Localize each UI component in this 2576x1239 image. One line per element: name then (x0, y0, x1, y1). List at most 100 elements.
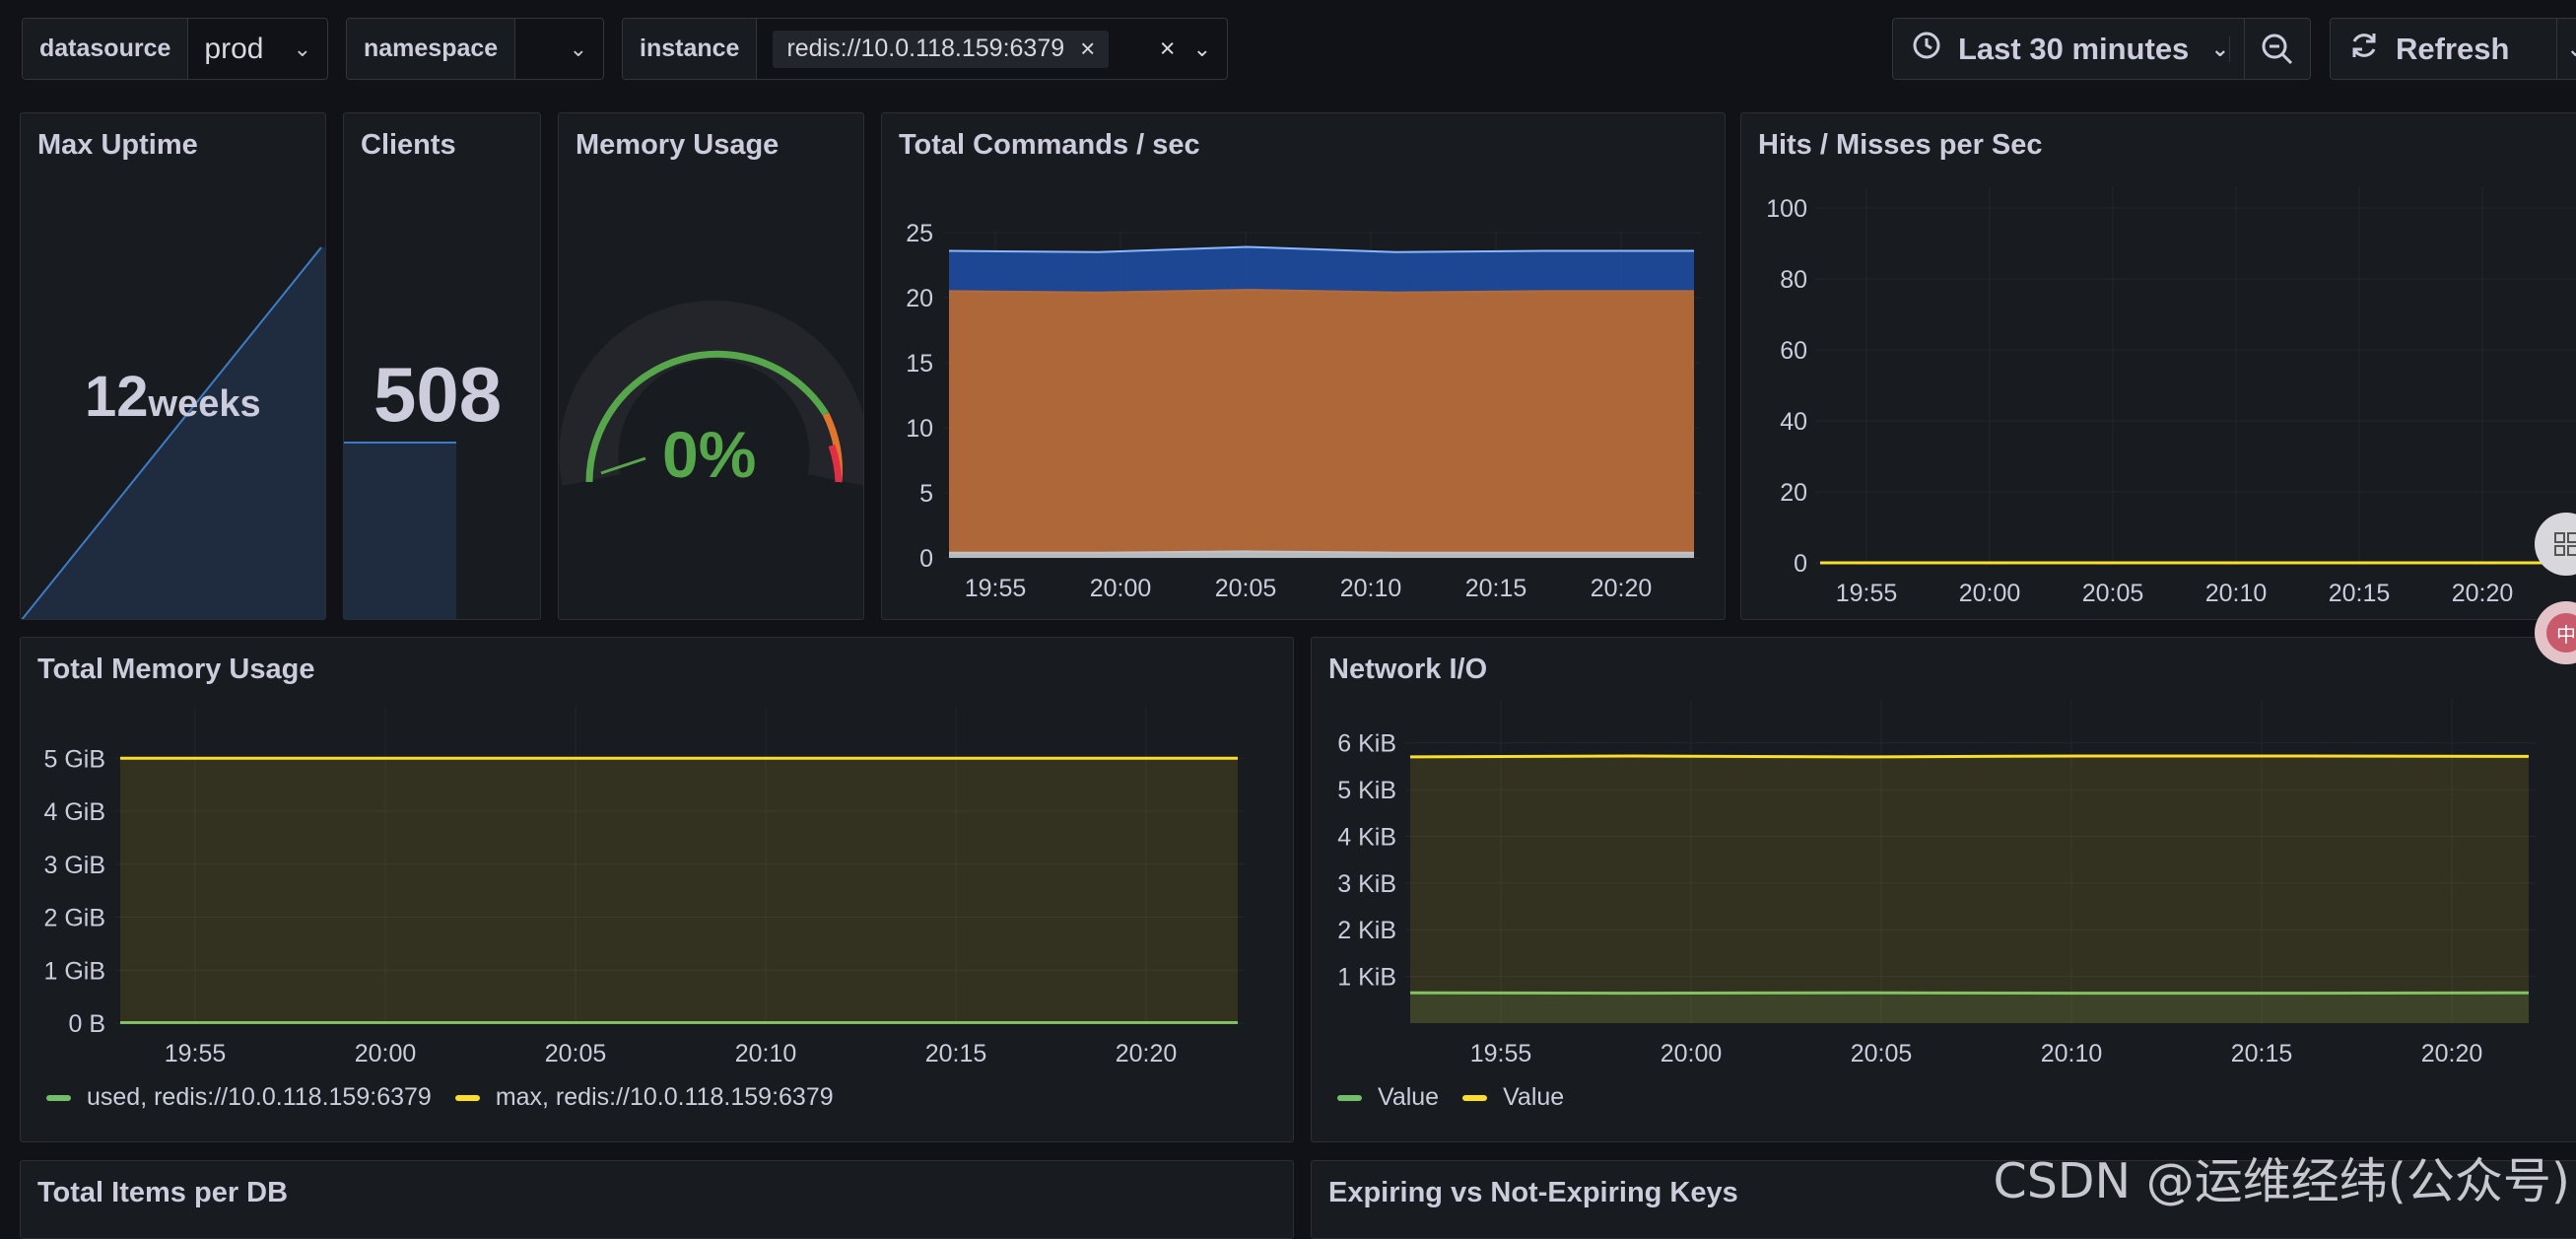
zoom-out-icon (2261, 33, 2294, 66)
memory-gauge (559, 113, 864, 620)
x-tick-label: 20:20 (1591, 575, 1653, 602)
chevron-down-icon: ⌄ (1193, 36, 1211, 62)
refresh-interval-dropdown[interactable]: ⌄ (2556, 19, 2576, 79)
chevron-down-icon: ⌄ (2211, 36, 2230, 62)
instance-chip[interactable]: redis://10.0.118.159:6379 × (773, 31, 1109, 68)
legend-item-max[interactable]: max, redis://10.0.118.159:6379 (455, 1083, 834, 1112)
input-method-icon: 中 (2546, 613, 2576, 653)
x-tick-label: 20:10 (1340, 575, 1402, 602)
x-tick-label: 20:20 (2421, 1040, 2483, 1067)
namespace-variable[interactable]: namespace ⌄ (346, 18, 604, 80)
chevron-down-icon: ⌄ (570, 36, 587, 62)
y-tick-label: 25 (906, 220, 933, 247)
instance-variable[interactable]: instance redis://10.0.118.159:6379 × × ⌄ (622, 18, 1228, 80)
refresh-label: Refresh (2396, 32, 2509, 67)
x-tick-label: 20:20 (1116, 1040, 1178, 1067)
datasource-value: prod (204, 33, 263, 66)
instance-select[interactable]: redis://10.0.118.159:6379 × × ⌄ (757, 19, 1227, 79)
datasource-variable[interactable]: datasource prod ⌄ (22, 18, 328, 80)
series-area (120, 758, 1238, 1023)
x-tick-label: 20:15 (1465, 575, 1527, 602)
y-tick-label: 2 GiB (43, 905, 105, 932)
y-tick-label: 10 (906, 415, 933, 443)
uptime-value: 12weeks (85, 364, 261, 430)
y-tick-label: 4 GiB (43, 798, 105, 826)
remove-chip-icon[interactable]: × (1080, 34, 1095, 64)
x-tick-label: 20:05 (2082, 580, 2144, 607)
legend-label: Value (1503, 1083, 1564, 1112)
y-tick-label: 1 KiB (1337, 964, 1396, 992)
legend-swatch (1337, 1095, 1362, 1101)
y-tick-label: 4 KiB (1337, 823, 1396, 851)
y-tick-label: 0 B (68, 1010, 105, 1038)
y-tick-label: 5 (919, 480, 933, 508)
x-tick-label: 19:55 (1836, 580, 1898, 607)
y-tick-label: 15 (906, 350, 933, 378)
panel-title: Expiring vs Not-Expiring Keys (1328, 1177, 1738, 1209)
total-memory-legend: used, redis://10.0.118.159:6379 max, red… (46, 1083, 857, 1112)
time-range-label: Last 30 minutes (1958, 32, 2189, 67)
clear-icon[interactable]: × (1160, 34, 1176, 64)
datasource-select[interactable]: prod ⌄ (188, 19, 327, 79)
x-tick-label: 20:15 (925, 1040, 987, 1067)
y-tick-label: 3 KiB (1337, 870, 1396, 898)
x-tick-label: 20:00 (1090, 575, 1152, 602)
x-tick-label: 19:55 (165, 1040, 227, 1067)
time-range-picker[interactable]: Last 30 minutes ⌄ (1892, 18, 2311, 80)
legend-label: max, redis://10.0.118.159:6379 (496, 1083, 834, 1112)
network-io-chart: 1 KiB 2 KiB 3 KiB 4 KiB 5 KiB 6 KiB 19:55 20:00… (1312, 638, 2576, 1142)
watermark: CSDN @运维经纬(公众号) (1993, 1142, 2570, 1212)
y-tick-label: 0 (1794, 550, 1807, 578)
x-tick-label: 20:15 (2329, 580, 2391, 607)
x-tick-label: 20:05 (545, 1040, 607, 1067)
y-tick-label: 5 KiB (1337, 777, 1396, 804)
legend-item-value-green[interactable]: Value (1337, 1083, 1439, 1112)
y-tick-label: 20 (1780, 479, 1807, 507)
zoom-out-button[interactable] (2244, 19, 2310, 79)
y-tick-label: 3 GiB (43, 852, 105, 879)
x-tick-label: 20:10 (2041, 1040, 2103, 1067)
x-tick-label: 20:20 (2452, 580, 2514, 607)
instance-chip-label: redis://10.0.118.159:6379 (786, 34, 1064, 63)
total-items-panel[interactable]: Total Items per DB (20, 1160, 1294, 1239)
y-tick-label: 2 KiB (1337, 917, 1396, 944)
max-uptime-panel[interactable]: Max Uptime 12weeks (20, 112, 326, 620)
clients-value: 508 (373, 350, 502, 440)
panel-title: Total Items per DB (37, 1177, 288, 1209)
x-tick-label: 19:55 (1470, 1040, 1532, 1067)
network-io-legend: Value Value (1337, 1083, 1588, 1112)
x-tick-label: 20:00 (1959, 580, 2021, 607)
y-tick-label: 60 (1780, 337, 1807, 365)
namespace-label: namespace (347, 19, 515, 79)
series-area (949, 290, 1694, 553)
chevron-down-icon: ⌄ (294, 36, 311, 62)
x-tick-label: 20:15 (2231, 1040, 2293, 1067)
y-tick-label: 6 KiB (1337, 730, 1396, 758)
legend-swatch (1462, 1095, 1487, 1101)
clock-icon (1911, 30, 1942, 69)
y-tick-label: 100 (1766, 195, 1807, 223)
y-tick-label: 20 (906, 285, 933, 312)
y-tick-label: 80 (1780, 266, 1807, 294)
memory-usage-panel[interactable]: Memory Usage 0% (558, 112, 864, 620)
refresh-button[interactable]: Refresh ⌄ (2330, 18, 2576, 80)
legend-item-value-yellow[interactable]: Value (1462, 1083, 1564, 1112)
x-tick-label: 20:05 (1851, 1040, 1913, 1067)
series-line (1410, 756, 2529, 757)
y-tick-label: 1 GiB (43, 957, 105, 985)
legend-item-used[interactable]: used, redis://10.0.118.159:6379 (46, 1083, 432, 1112)
clients-panel[interactable]: Clients 508 (343, 112, 541, 620)
series-area (1410, 756, 2529, 1023)
grid-icon (2553, 531, 2576, 557)
legend-swatch (46, 1095, 71, 1101)
x-tick-label: 20:10 (2205, 580, 2268, 607)
namespace-select[interactable]: ⌄ (515, 19, 603, 79)
x-tick-label: 20:00 (1661, 1040, 1723, 1067)
